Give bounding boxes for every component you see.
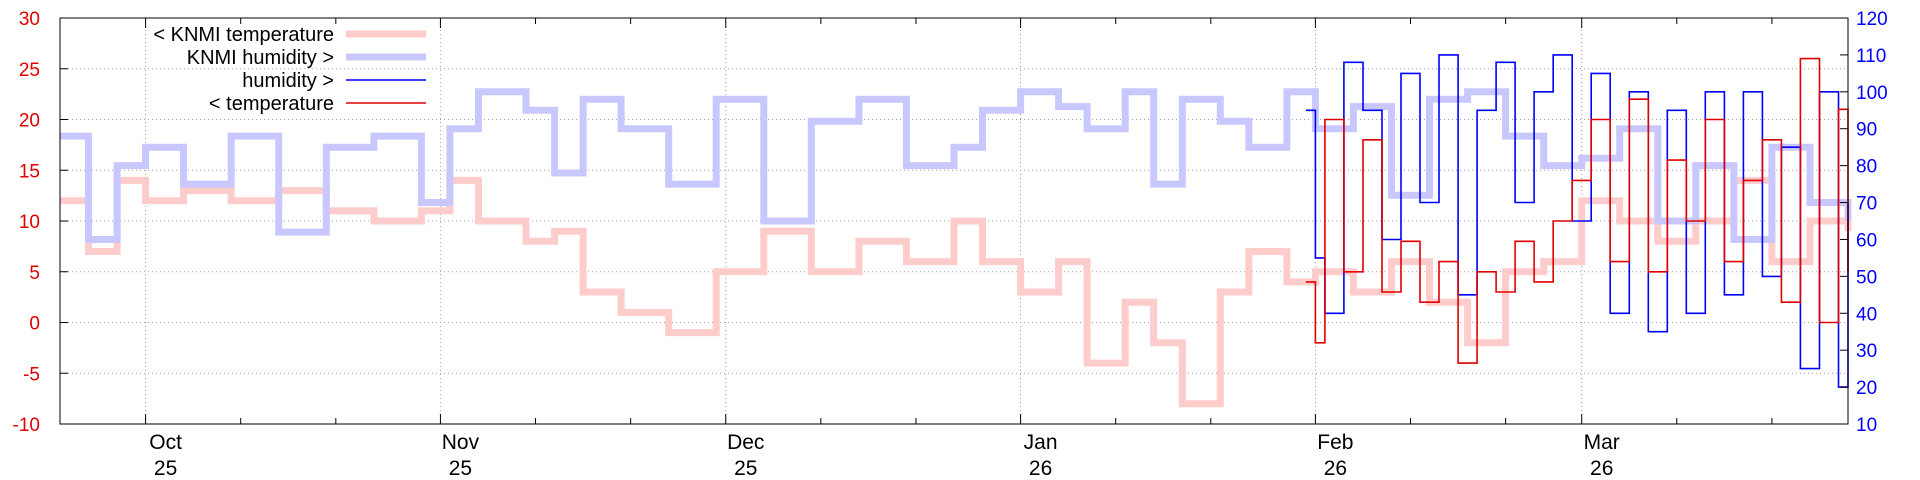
y-tick-label: 5 (29, 263, 40, 284)
y-tick-label: 10 (19, 212, 40, 233)
legend-label-knmi-humidity: KNMI humidity > (187, 47, 334, 69)
x-tick-month: Mar (1584, 431, 1620, 454)
y2-tick-label: 100 (1856, 83, 1888, 104)
y-tick-label: -10 (13, 415, 40, 436)
x-tick-month: Nov (442, 431, 480, 454)
y2-tick-label: 110 (1856, 46, 1886, 67)
series-knmi-humidity-line (60, 88, 1852, 243)
y-tick-label: -5 (23, 364, 40, 385)
series-temperature-line (1305, 57, 1849, 364)
legend-label-temperature: < temperature (209, 93, 334, 115)
y-tick-label: 20 (19, 111, 40, 132)
legend-label-knmi-temperature: < KNMI temperature (153, 24, 334, 46)
y2-tick-label: 40 (1856, 304, 1877, 325)
y-tick-label: 15 (19, 161, 40, 182)
axes: -10 -5 0 5 10 15 20 25 30 10 20 30 40 50 60 70 80 90 100 11… (13, 9, 1888, 480)
y2-tick-label: 80 (1856, 157, 1877, 178)
y-tick-label: 30 (19, 9, 40, 30)
y2-tick-label: 30 (1856, 341, 1877, 362)
series-knmi-temperature-line (60, 176, 1852, 408)
series-layer (60, 54, 1852, 408)
plot-frame (59, 17, 1849, 425)
y2-tick-label: 10 (1856, 415, 1877, 436)
y2-tick-label: 90 (1856, 120, 1877, 141)
y2-tick-label: 120 (1856, 9, 1888, 30)
y2-tick-label: 60 (1856, 230, 1877, 251)
x-tick-month: Jan (1024, 431, 1058, 454)
y2-tick-label: 50 (1856, 267, 1877, 288)
x-tick-year: 25 (734, 457, 757, 480)
x-tick-year: 26 (1324, 457, 1347, 480)
x-tick-month: Feb (1317, 431, 1353, 454)
y-tick-label: 25 (19, 60, 40, 81)
y2-tick-label: 70 (1856, 194, 1877, 215)
x-tick-month: Dec (727, 431, 764, 454)
x-tick-year: 26 (1590, 457, 1613, 480)
x-tick-year: 26 (1029, 457, 1052, 480)
y2-tick-label: 20 (1856, 378, 1877, 399)
legend-label-humidity: humidity > (242, 70, 334, 92)
x-tick-year: 25 (449, 457, 472, 480)
x-tick-year: 25 (154, 457, 177, 480)
x-tick-month: Oct (149, 431, 182, 454)
y-tick-label: 0 (29, 314, 40, 335)
